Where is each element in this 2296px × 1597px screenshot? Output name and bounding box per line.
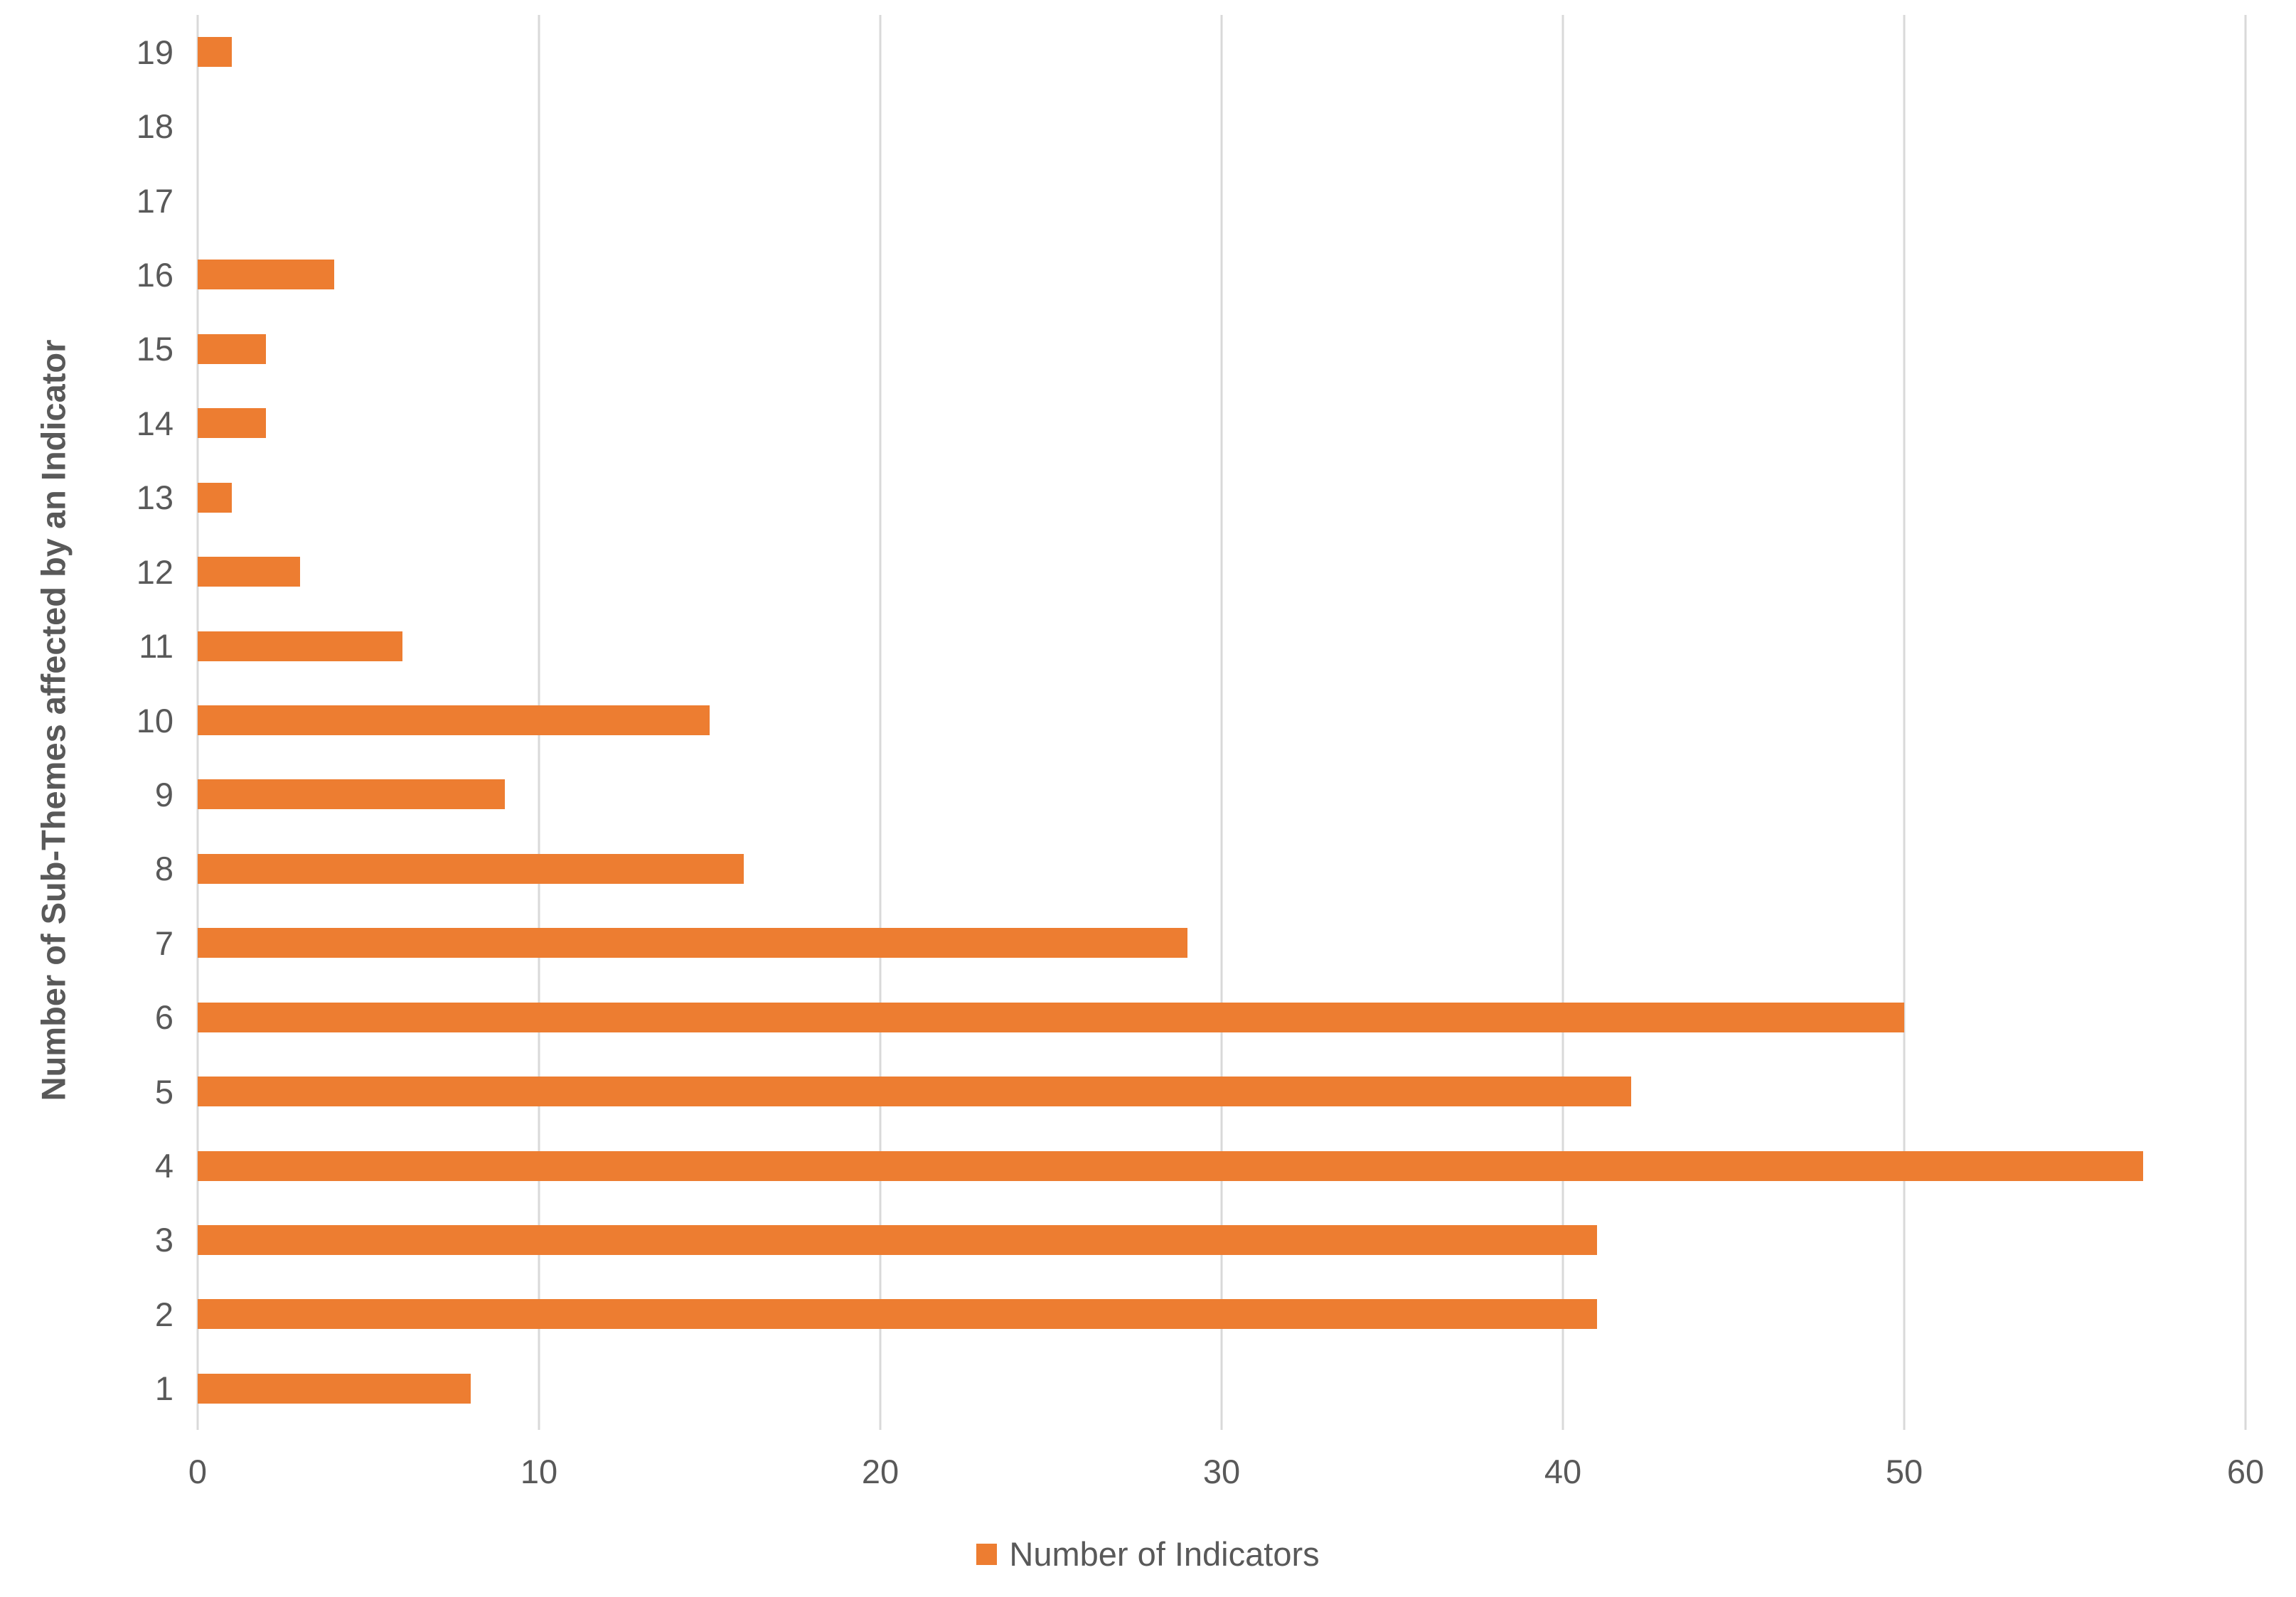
bar bbox=[198, 482, 232, 513]
y-tick-label: 18 bbox=[136, 107, 173, 146]
y-tick-label: 9 bbox=[154, 775, 173, 813]
bar-row: 4 bbox=[0, 1128, 2246, 1202]
bar-track bbox=[198, 1203, 2246, 1277]
bar bbox=[198, 37, 232, 68]
bar bbox=[198, 260, 334, 290]
bar-track bbox=[198, 1128, 2246, 1202]
x-tick-label: 30 bbox=[1202, 1453, 1241, 1490]
bar bbox=[198, 631, 402, 661]
bar-row: 12 bbox=[0, 535, 2246, 609]
x-axis: 0 10 20 30 40 50 60 bbox=[188, 1448, 2264, 1497]
bar bbox=[198, 1077, 1631, 1107]
bar-track bbox=[198, 1277, 2246, 1351]
x-tick-label: 20 bbox=[861, 1453, 899, 1490]
bar bbox=[198, 1002, 1904, 1032]
bar-row: 17 bbox=[0, 164, 2246, 237]
bar bbox=[198, 333, 266, 364]
y-tick-label: 1 bbox=[154, 1369, 173, 1408]
legend-label: Number of Indicators bbox=[1009, 1535, 1320, 1573]
bar-track bbox=[198, 757, 2246, 831]
y-tick-label: 2 bbox=[154, 1295, 173, 1333]
x-tick-label: 40 bbox=[1544, 1453, 1582, 1490]
y-tick-label: 6 bbox=[154, 998, 173, 1037]
y-tick-label: 19 bbox=[136, 33, 173, 71]
bar-track bbox=[198, 164, 2246, 237]
y-tick-label: 15 bbox=[136, 330, 173, 368]
bar-row: 6 bbox=[0, 980, 2246, 1054]
bar-track bbox=[198, 683, 2246, 757]
bar-track bbox=[198, 1352, 2246, 1426]
bar bbox=[198, 1373, 471, 1404]
bar-row: 18 bbox=[0, 89, 2246, 163]
bar-row: 10 bbox=[0, 683, 2246, 757]
gridline bbox=[1903, 15, 1906, 1430]
bar-row: 9 bbox=[0, 757, 2246, 831]
gridline bbox=[879, 15, 882, 1430]
bar-track bbox=[198, 15, 2246, 89]
bar-track bbox=[198, 832, 2246, 906]
bar bbox=[198, 408, 266, 439]
bar-track bbox=[198, 906, 2246, 980]
bar-row: 5 bbox=[0, 1054, 2246, 1128]
y-tick-label: 5 bbox=[154, 1072, 173, 1111]
bar bbox=[198, 557, 300, 587]
bar-track bbox=[198, 461, 2246, 535]
gridline bbox=[1220, 15, 1223, 1430]
bar bbox=[198, 928, 1187, 958]
gridline bbox=[2244, 15, 2247, 1430]
y-tick-label: 10 bbox=[136, 701, 173, 739]
bar bbox=[198, 1224, 1597, 1255]
x-tick-label: 60 bbox=[2226, 1453, 2265, 1490]
y-tick-label: 3 bbox=[154, 1221, 173, 1259]
bar-row: 2 bbox=[0, 1277, 2246, 1351]
y-tick-label: 4 bbox=[154, 1147, 173, 1185]
y-tick-label: 14 bbox=[136, 404, 173, 442]
bar-track bbox=[198, 386, 2246, 460]
legend-color-swatch-icon bbox=[976, 1544, 998, 1565]
y-tick-label: 13 bbox=[136, 479, 173, 517]
bar-row: 3 bbox=[0, 1203, 2246, 1277]
bar-track bbox=[198, 609, 2246, 683]
bar-row: 14 bbox=[0, 386, 2246, 460]
x-tick-label: 0 bbox=[188, 1453, 208, 1490]
bar bbox=[198, 1150, 2143, 1181]
bar-track bbox=[198, 980, 2246, 1054]
bar bbox=[198, 779, 505, 810]
y-tick-label: 17 bbox=[136, 181, 173, 220]
legend: Number of Indicators bbox=[0, 1533, 2296, 1576]
bar-track bbox=[198, 237, 2246, 311]
bar-row: 8 bbox=[0, 832, 2246, 906]
bar bbox=[198, 853, 744, 884]
bar bbox=[198, 1299, 1597, 1330]
x-tick-label: 10 bbox=[520, 1453, 558, 1490]
x-tick-label: 50 bbox=[1885, 1453, 1923, 1490]
bar-track bbox=[198, 1054, 2246, 1128]
bar-row: 13 bbox=[0, 461, 2246, 535]
y-tick-label: 11 bbox=[139, 627, 173, 666]
bar-row: 7 bbox=[0, 906, 2246, 980]
y-tick-label: 12 bbox=[136, 552, 173, 591]
bar-row: 16 bbox=[0, 237, 2246, 311]
bar bbox=[198, 705, 710, 735]
y-tick-label: 7 bbox=[154, 924, 173, 962]
bar-rows: 19 18 17 16 15 14 13 12 11 10 9 8 7 6 5 4 3 2 1 bbox=[0, 15, 2246, 1426]
bar-track bbox=[198, 89, 2246, 163]
bar-track bbox=[198, 312, 2246, 386]
bar-row: 15 bbox=[0, 312, 2246, 386]
bar-row: 1 bbox=[0, 1352, 2246, 1426]
bar-row: 11 bbox=[0, 609, 2246, 683]
gridline bbox=[1561, 15, 1564, 1430]
y-tick-label: 16 bbox=[136, 255, 173, 294]
bar-track bbox=[198, 535, 2246, 609]
bar-row: 19 bbox=[0, 15, 2246, 89]
y-tick-label: 8 bbox=[154, 850, 173, 888]
